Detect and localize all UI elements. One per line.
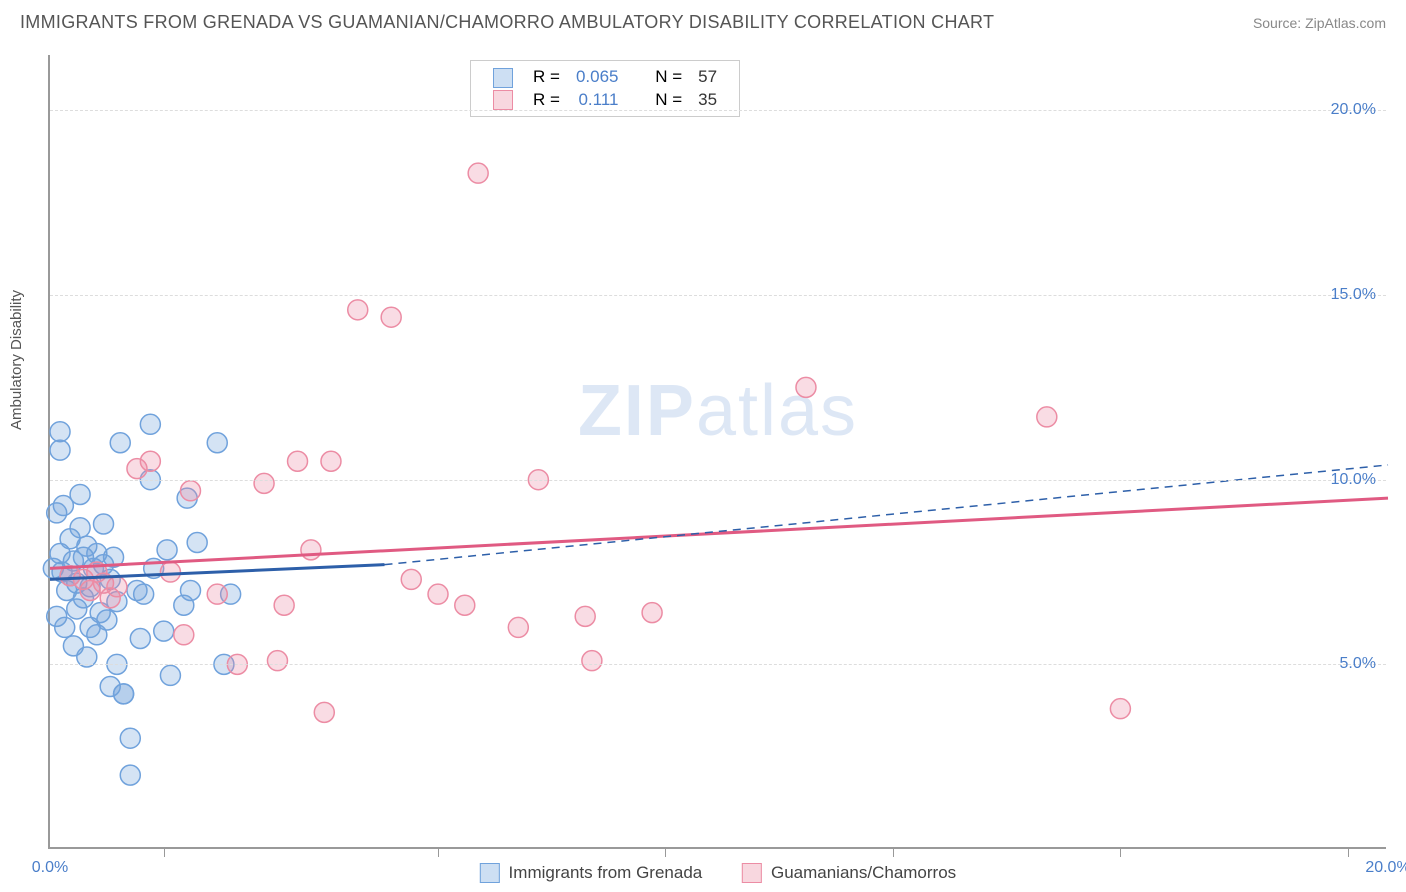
correlation-legend: R = 0.065 N = 57 R = 0.111 N = 35 <box>470 60 740 117</box>
grid-line <box>50 480 1386 481</box>
x-tick <box>1348 847 1349 857</box>
y-tick-label: 5.0% <box>1340 655 1376 673</box>
y-axis-label: Ambulatory Disability <box>8 290 25 430</box>
series-legend: Immigrants from Grenada Guamanians/Chamo… <box>480 863 956 883</box>
x-tick <box>438 847 439 857</box>
x-tick-label: 20.0% <box>1365 859 1406 877</box>
x-tick <box>1120 847 1121 857</box>
plot-svg <box>50 55 1386 847</box>
legend-swatch-blue <box>480 863 500 883</box>
chart-title: IMMIGRANTS FROM GRENADA VS GUAMANIAN/CHA… <box>20 12 994 33</box>
legend-swatch-blue <box>493 68 513 88</box>
x-tick-label: 0.0% <box>32 859 68 877</box>
y-tick-label: 15.0% <box>1331 286 1376 304</box>
x-tick <box>164 847 165 857</box>
y-tick-label: 20.0% <box>1331 101 1376 119</box>
legend-swatch-pink <box>493 90 513 110</box>
grid-line <box>50 110 1386 111</box>
grid-line <box>50 295 1386 296</box>
legend-swatch-pink <box>742 863 762 883</box>
grid-line <box>50 664 1386 665</box>
x-tick <box>893 847 894 857</box>
y-tick-label: 10.0% <box>1331 471 1376 489</box>
scatter-plot: ZIPatlas R = 0.065 N = 57 R = 0.111 N = … <box>48 55 1386 849</box>
source-attribution: Source: ZipAtlas.com <box>1253 15 1386 31</box>
x-tick <box>665 847 666 857</box>
